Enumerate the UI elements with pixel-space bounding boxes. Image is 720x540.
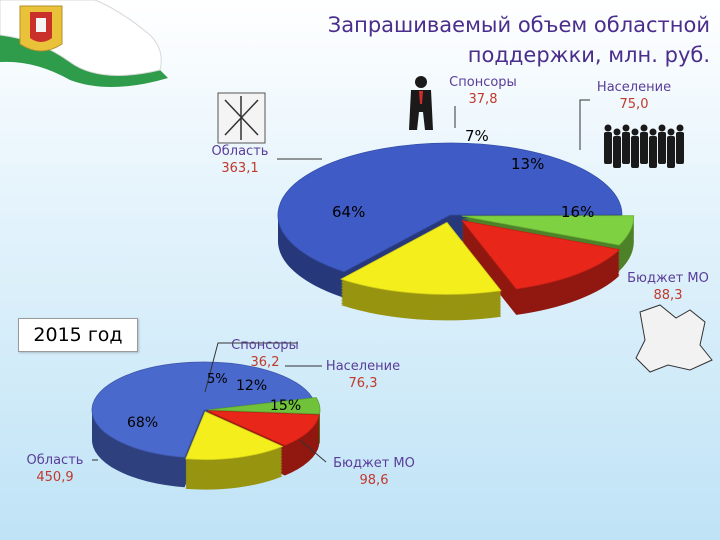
flag-emblem [0,0,168,88]
label-population-value: 75,0 [619,97,649,112]
label2-oblast-name: Область [26,453,84,468]
pct2-budget: 15% [270,398,302,414]
label-population: Население 75,0 [586,79,682,113]
label-budget-value: 88,3 [653,288,683,303]
label2-budget-value: 98,6 [359,473,389,488]
pie2-slice-3 [185,411,284,490]
label-budget: Бюджет МО 88,3 [620,270,716,304]
pct-population: 13% [511,155,545,173]
label-oblast: Область 363,1 [200,143,280,177]
pct2-sponsors: 5% [207,372,228,387]
label2-population-value: 76,3 [348,376,378,391]
pct-budget: 16% [561,203,595,221]
pie1-slice-2 [461,219,621,315]
label2-budget-name: Бюджет МО [333,456,415,471]
pct-oblast: 64% [332,203,366,221]
label2-sponsors-value: 36,2 [250,355,280,370]
label2-population-name: Население [325,359,401,374]
label2-sponsors-name: Спонсоры [231,338,299,353]
pct2-oblast: 68% [127,415,159,431]
leader-line-2 [579,99,590,150]
leader-line-6 [299,439,327,463]
label-sponsors-name: Спонсоры [449,75,517,90]
label-sponsors: Спонсоры 37,8 [438,74,528,108]
label2-budget: Бюджет МО 98,6 [328,455,420,489]
label2-oblast: Область 450,9 [22,452,88,486]
label-oblast-value: 363,1 [221,161,259,176]
label-budget-name: Бюджет МО [627,271,709,286]
year-badge: 2015 год [18,318,138,352]
pie1-slice-3 [340,221,502,321]
decorative-icons [217,76,713,373]
leader-line-3 [204,342,298,393]
label-sponsors-value: 37,8 [468,92,498,107]
label2-sponsors: Спонсоры 36,2 [224,337,306,371]
label2-oblast-value: 450,9 [36,470,74,485]
label-oblast-name: Область [211,144,269,159]
pct-sponsors: 7% [465,127,489,145]
page-title: Запрашиваемый объем областной поддержки,… [327,13,710,67]
label-population-name: Население [596,80,672,95]
pct2-population: 12% [236,378,268,394]
label2-population: Население 76,3 [318,358,408,392]
